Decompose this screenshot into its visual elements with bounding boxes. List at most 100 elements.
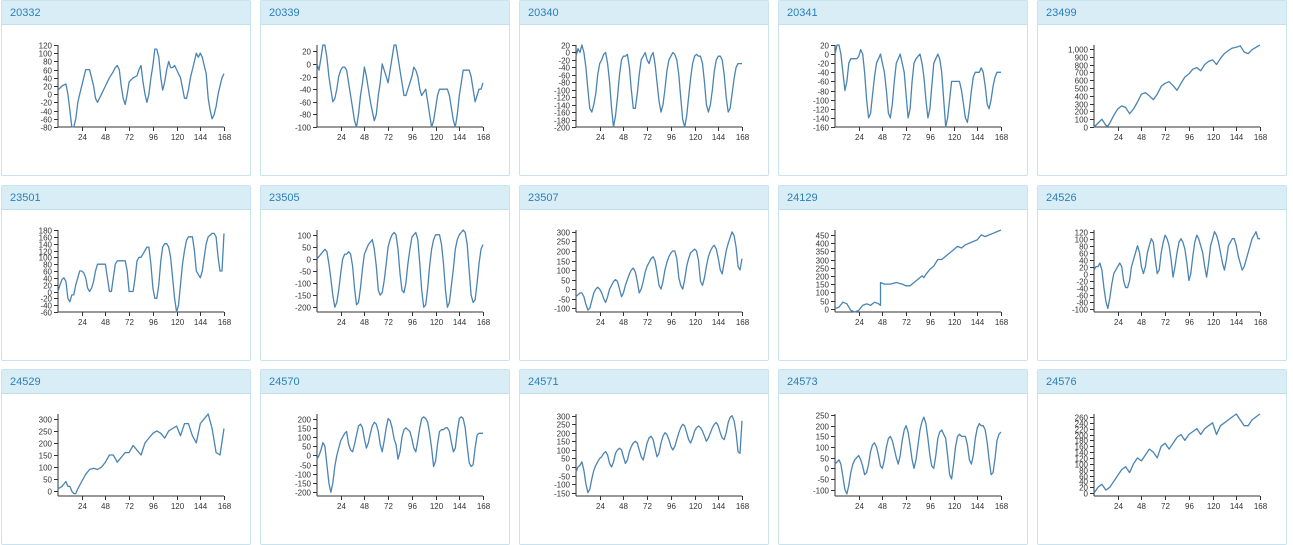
panel-title[interactable]: 20341: [779, 1, 1027, 25]
y-tick-label: -120: [554, 94, 571, 103]
y-tick-label: 150: [816, 433, 830, 442]
y-tick-label: -150: [295, 292, 312, 301]
y-tick-label: -80: [299, 111, 311, 120]
y-tick-label: 200: [1075, 432, 1089, 441]
x-tick-label: 96: [408, 502, 417, 511]
x-tick-label: 24: [596, 133, 605, 142]
y-tick-label: -20: [1076, 278, 1088, 287]
y-tick-label: 100: [39, 50, 53, 59]
y-tick-label: -140: [813, 115, 830, 124]
y-tick-label: -80: [817, 88, 829, 97]
y-tick-label: -160: [813, 124, 830, 133]
x-tick-label: 168: [218, 502, 232, 511]
chart-panel: 20339 -100 -80 -60 -40 -20 0 20 24 48 72 96 120 144 16…: [260, 0, 510, 176]
x-tick-label: 48: [1137, 502, 1146, 511]
y-tick-label: -100: [554, 481, 571, 490]
y-tick-label: 120: [1075, 455, 1089, 464]
y-tick-label: -120: [813, 106, 830, 115]
y-tick-label: 0: [566, 286, 571, 295]
y-tick-label: -60: [40, 309, 52, 318]
x-tick-label: 96: [926, 318, 935, 327]
x-tick-label: 72: [125, 318, 134, 327]
y-tick-label: 300: [1075, 101, 1089, 110]
chart-panel: 23507 -100 -50 0 50 100 150 200 250 300 24 48 72 96 12…: [519, 185, 769, 361]
chart-panel: 24570 -200 -150 -100 -50 0 50 100 150 200 24 48 72 96…: [260, 369, 510, 545]
line-chart: -200-180-160-140-120-100-80-60-40-200202…: [554, 42, 750, 143]
y-tick-label: 0: [48, 289, 53, 298]
x-tick-label: 24: [78, 318, 87, 327]
panel-title[interactable]: 23505: [261, 186, 509, 210]
x-tick-label: 120: [689, 133, 703, 142]
panel-title[interactable]: 24129: [779, 186, 1027, 210]
panel-title[interactable]: 24573: [779, 370, 1027, 394]
x-tick-label: 120: [948, 318, 962, 327]
x-tick-label: 24: [337, 318, 346, 327]
x-tick-label: 48: [360, 502, 369, 511]
x-tick-label: 120: [430, 502, 444, 511]
x-tick-label: 168: [995, 318, 1009, 327]
y-tick-label: 0: [825, 51, 830, 60]
x-tick-label: 24: [1114, 133, 1123, 142]
x-tick-label: 120: [171, 502, 185, 511]
panel-title[interactable]: 20332: [2, 1, 250, 25]
y-tick-label: 100: [298, 232, 312, 241]
y-tick-label: 800: [1075, 62, 1089, 71]
y-tick-label: 20: [561, 42, 570, 51]
y-tick-label: -80: [40, 124, 52, 133]
x-tick-label: 48: [101, 133, 110, 142]
x-tick-label: 48: [101, 502, 110, 511]
panel-title[interactable]: 24576: [1038, 370, 1286, 394]
panel-title[interactable]: 23507: [520, 186, 768, 210]
y-tick-label: 40: [1079, 257, 1088, 266]
x-tick-label: 24: [1114, 318, 1123, 327]
y-tick-label: -60: [817, 78, 829, 87]
x-tick-label: 144: [971, 502, 985, 511]
y-tick-label: 250: [39, 428, 53, 437]
y-tick-label: -100: [813, 97, 830, 106]
y-tick-label: -200: [554, 124, 571, 133]
y-tick-label: 0: [1084, 124, 1089, 133]
y-tick-label: 0: [1084, 490, 1089, 499]
x-tick-label: 168: [477, 502, 491, 511]
x-tick-label: 72: [1161, 133, 1170, 142]
x-tick-label: 144: [712, 318, 726, 327]
y-tick-label: -100: [295, 124, 312, 133]
y-tick-label: -200: [295, 304, 312, 313]
y-tick-label: 150: [298, 425, 312, 434]
panel-title[interactable]: 20339: [261, 1, 509, 25]
x-tick-label: 48: [360, 318, 369, 327]
y-tick-label: 100: [298, 434, 312, 443]
y-tick-label: 20: [1079, 264, 1088, 273]
x-tick-label: 168: [1254, 318, 1268, 327]
x-tick-label: 120: [689, 502, 703, 511]
y-tick-label: 40: [43, 75, 52, 84]
y-tick-label: 250: [557, 238, 571, 247]
panel-title[interactable]: 24571: [520, 370, 768, 394]
panel-title[interactable]: 23499: [1038, 1, 1286, 25]
series-line: [1093, 231, 1260, 310]
panel-title[interactable]: 20340: [520, 1, 768, 25]
y-tick-label: 40: [43, 275, 52, 284]
series-line: [834, 416, 1002, 495]
chart-panel: 24571 -150 -100 -50 0 50 100 150 200 250 300 24 48 72…: [519, 369, 769, 545]
chart-panel: 23501 -60 -40 -20 0 20 40 60 80 100 120 140 160 180 24…: [1, 185, 251, 361]
series-line: [57, 48, 225, 128]
y-tick-label: 50: [302, 244, 311, 253]
panel-title[interactable]: 23501: [2, 186, 250, 210]
x-tick-label: 48: [1137, 133, 1146, 142]
panel-title[interactable]: 24529: [2, 370, 250, 394]
x-tick-label: 72: [1161, 502, 1170, 511]
y-tick-label: 240: [1075, 420, 1089, 429]
panel-title[interactable]: 24570: [261, 370, 509, 394]
x-tick-label: 96: [408, 133, 417, 142]
line-chart: -200 -150 -100 -50 0 50 100 24 48 72 96 120 144 168: [295, 229, 491, 327]
y-tick-label: 200: [1075, 108, 1089, 117]
y-tick-label: -40: [817, 69, 829, 78]
y-tick-label: -160: [554, 109, 571, 118]
panel-title[interactable]: 24526: [1038, 186, 1286, 210]
